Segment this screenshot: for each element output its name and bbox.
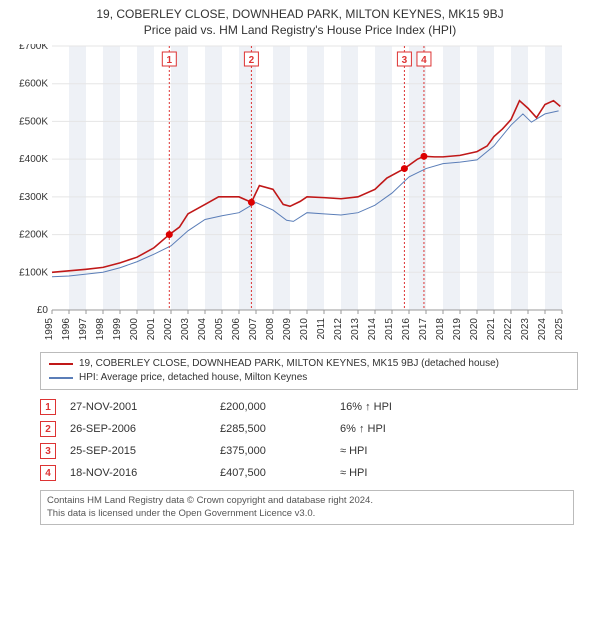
- svg-text:1998: 1998: [95, 318, 106, 341]
- footer-line1: Contains HM Land Registry data © Crown c…: [47, 495, 567, 507]
- svg-text:£100K: £100K: [19, 268, 48, 279]
- sale-date: 25-SEP-2015: [70, 445, 220, 457]
- chart-title-line1: 19, COBERLEY CLOSE, DOWNHEAD PARK, MILTO…: [8, 6, 592, 22]
- svg-text:2013: 2013: [350, 318, 361, 341]
- svg-text:2012: 2012: [333, 318, 344, 341]
- footer-line2: This data is licensed under the Open Gov…: [47, 508, 567, 520]
- sale-date: 27-NOV-2001: [70, 401, 220, 413]
- svg-text:£600K: £600K: [19, 79, 48, 90]
- svg-text:£500K: £500K: [19, 117, 48, 128]
- svg-text:3: 3: [402, 55, 408, 66]
- svg-text:£300K: £300K: [19, 192, 48, 203]
- legend-label-main: 19, COBERLEY CLOSE, DOWNHEAD PARK, MILTO…: [79, 357, 499, 371]
- sale-price: £285,500: [220, 423, 340, 435]
- svg-text:2021: 2021: [486, 318, 497, 341]
- legend-row: 19, COBERLEY CLOSE, DOWNHEAD PARK, MILTO…: [49, 357, 569, 371]
- sale-marker: 3: [40, 443, 56, 459]
- sales-row: 3 25-SEP-2015£375,000≈ HPI: [40, 440, 560, 462]
- legend: 19, COBERLEY CLOSE, DOWNHEAD PARK, MILTO…: [40, 352, 578, 390]
- svg-text:1996: 1996: [61, 318, 72, 341]
- svg-text:1997: 1997: [78, 318, 89, 341]
- sale-delta: ≈ HPI: [340, 445, 460, 457]
- svg-text:£700K: £700K: [19, 44, 48, 52]
- legend-label-hpi: HPI: Average price, detached house, Milt…: [79, 371, 307, 385]
- chart: £0 £100K £200K £300K £400K £500K £600K £700K 199…: [8, 44, 592, 344]
- legend-swatch-hpi: [49, 377, 73, 379]
- svg-text:2008: 2008: [265, 318, 276, 341]
- sales-table: 1 27-NOV-2001£200,00016% ↑ HPI 2 26-SEP-200…: [40, 396, 560, 484]
- sale-price: £375,000: [220, 445, 340, 457]
- svg-text:2024: 2024: [537, 318, 548, 341]
- svg-text:1999: 1999: [112, 318, 123, 341]
- svg-text:2018: 2018: [435, 318, 446, 341]
- svg-text:2010: 2010: [299, 318, 310, 341]
- svg-text:£200K: £200K: [19, 230, 48, 241]
- svg-text:2: 2: [249, 55, 255, 66]
- sale-marker: 2: [40, 421, 56, 437]
- svg-text:£400K: £400K: [19, 155, 48, 166]
- svg-text:2017: 2017: [418, 318, 429, 341]
- chart-title-line2: Price paid vs. HM Land Registry's House …: [8, 22, 592, 38]
- svg-text:2016: 2016: [401, 318, 412, 341]
- svg-text:1995: 1995: [44, 318, 55, 341]
- svg-text:£0: £0: [37, 305, 49, 316]
- svg-text:2000: 2000: [129, 318, 140, 341]
- sales-row: 2 26-SEP-2006£285,5006% ↑ HPI: [40, 418, 560, 440]
- sale-marker: 1: [40, 399, 56, 415]
- svg-text:2004: 2004: [197, 318, 208, 341]
- svg-text:2019: 2019: [452, 318, 463, 341]
- svg-text:2002: 2002: [163, 318, 174, 341]
- svg-text:2006: 2006: [231, 318, 242, 341]
- svg-text:2023: 2023: [520, 318, 531, 341]
- svg-text:2022: 2022: [503, 318, 514, 341]
- sale-date: 26-SEP-2006: [70, 423, 220, 435]
- sale-price: £200,000: [220, 401, 340, 413]
- svg-text:2001: 2001: [146, 318, 157, 341]
- sales-row: 1 27-NOV-2001£200,00016% ↑ HPI: [40, 396, 560, 418]
- sales-row: 4 18-NOV-2016£407,500≈ HPI: [40, 462, 560, 484]
- svg-text:4: 4: [421, 55, 427, 66]
- svg-text:2005: 2005: [214, 318, 225, 341]
- svg-text:2011: 2011: [316, 318, 327, 340]
- chart-svg: £0 £100K £200K £300K £400K £500K £600K £700K 199…: [8, 44, 568, 344]
- sale-date: 18-NOV-2016: [70, 467, 220, 479]
- sale-marker: 4: [40, 465, 56, 481]
- legend-row: HPI: Average price, detached house, Milt…: [49, 371, 569, 385]
- sale-price: £407,500: [220, 467, 340, 479]
- footer-box: Contains HM Land Registry data © Crown c…: [40, 490, 574, 525]
- svg-text:1: 1: [167, 55, 173, 66]
- sale-delta: 6% ↑ HPI: [340, 423, 460, 435]
- sale-delta: 16% ↑ HPI: [340, 401, 460, 413]
- svg-text:2015: 2015: [384, 318, 395, 341]
- svg-text:2003: 2003: [180, 318, 191, 341]
- svg-text:2020: 2020: [469, 318, 480, 341]
- legend-swatch-main: [49, 363, 73, 365]
- svg-text:2009: 2009: [282, 318, 293, 341]
- svg-text:2025: 2025: [554, 318, 565, 341]
- svg-text:2007: 2007: [248, 318, 259, 341]
- svg-text:2014: 2014: [367, 318, 378, 341]
- sale-delta: ≈ HPI: [340, 467, 460, 479]
